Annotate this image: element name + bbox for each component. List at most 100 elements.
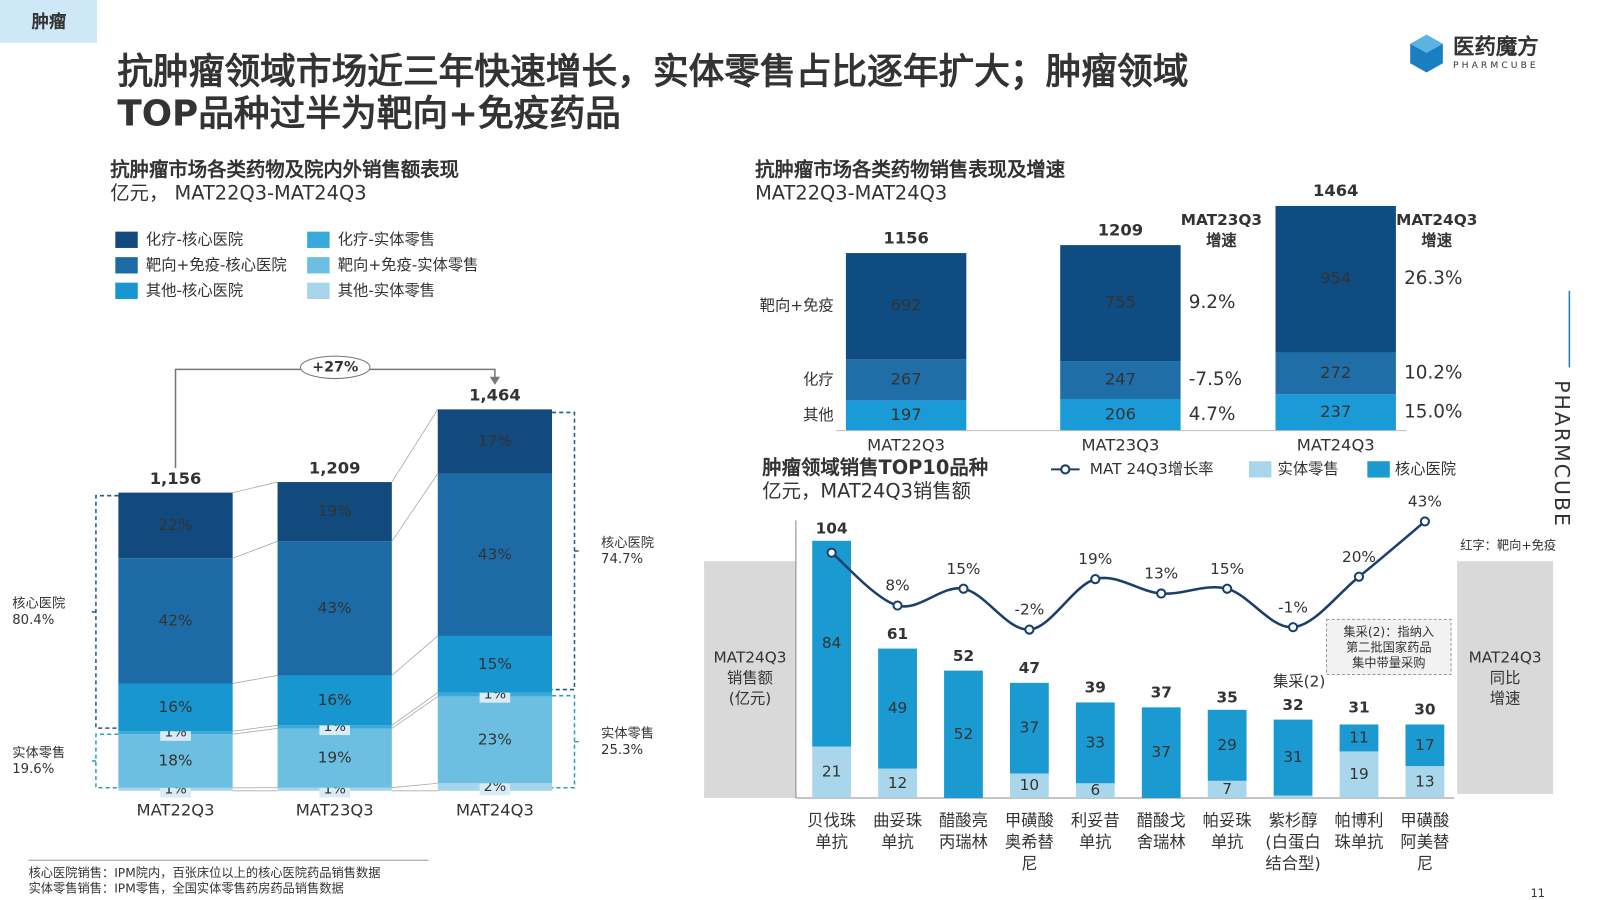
side-label: 同比 [1490, 669, 1521, 687]
series-label: 其他 [803, 406, 834, 424]
title-line: TOP品种过半为靶向+免疫药品 [117, 93, 621, 134]
segment-label: 18% [159, 751, 193, 769]
segment-label: 43% [478, 545, 512, 563]
x-tick-label: 单抗 [881, 832, 914, 851]
legend-label: 化疗-实体零售 [338, 230, 435, 248]
legend-swatch [1367, 461, 1390, 478]
segment-label: 12 [888, 774, 907, 792]
bar-segment [845, 253, 967, 360]
bar-segment [1405, 724, 1445, 767]
group-share: 80.4% [12, 613, 54, 628]
segment-label: 21 [822, 763, 841, 781]
x-tick-label: 甲磺酸 [1400, 811, 1449, 830]
note-line: 第二批国家药品 [1346, 639, 1432, 654]
legend-label: MAT 24Q3增长率 [1090, 460, 1214, 478]
growth-value: 4.7% [1189, 404, 1236, 425]
bar-segment [1010, 773, 1049, 798]
logo [1410, 34, 1443, 73]
segment-label: 31 [1283, 748, 1302, 766]
bar-segment [118, 734, 233, 788]
bar-segment [944, 670, 983, 798]
bar-segment [437, 696, 553, 784]
total-label: 61 [887, 625, 908, 643]
growth-point [1090, 574, 1101, 585]
chart-title: 抗肿瘤市场各类药物销售表现及增速 [755, 158, 1066, 181]
x-tick-label: 丙瑞林 [939, 832, 988, 851]
connector [232, 540, 278, 559]
total-label: 1464 [1313, 181, 1358, 200]
legend-swatch [1248, 461, 1272, 478]
legend-swatch [115, 282, 138, 299]
segment-label: 84 [822, 634, 841, 652]
x-tick-label: 奥希替 [1005, 832, 1054, 851]
x-tick-label: 结合型) [1265, 854, 1320, 873]
legend-label: 实体零售 [1278, 460, 1339, 478]
total-label: 37 [1151, 684, 1172, 702]
x-tick-label: 贝伐珠 [807, 811, 856, 830]
growth-label: 43% [1408, 493, 1442, 511]
legend-label: 化疗-核心医院 [146, 230, 243, 248]
segment-label: 692 [891, 296, 922, 315]
legend-swatch [307, 282, 330, 299]
segment-label: 206 [1105, 404, 1136, 423]
group-name: 实体零售 [601, 726, 654, 742]
segment-label: 33 [1086, 733, 1105, 751]
callout: 集采(2) [1273, 672, 1325, 690]
growth-point [892, 600, 903, 611]
growth-label: 15% [1210, 560, 1244, 578]
bar-segment [1273, 719, 1313, 796]
x-tick-label: 帕博利 [1335, 811, 1384, 830]
legend-swatch [115, 231, 138, 248]
growth-value: 26.3% [1404, 268, 1462, 289]
bar-segment [1075, 783, 1115, 798]
bracket [89, 733, 119, 789]
growth-point [1024, 624, 1035, 635]
connector [391, 409, 439, 483]
title-line: 抗肿瘤领域市场近三年快速增长，实体零售占比逐年扩大；肿瘤领域 [117, 51, 1188, 92]
series-label: 化疗 [803, 370, 834, 388]
bar-segment [1273, 795, 1313, 798]
segment-label: 43% [318, 599, 352, 617]
group-share: 25.3% [601, 743, 643, 758]
bar-segment [1010, 682, 1049, 774]
bar-segment [1075, 702, 1115, 784]
segment-label: 16% [159, 698, 193, 716]
legend-label: 其他-实体零售 [338, 281, 435, 299]
connector [391, 635, 439, 676]
tag: 肿瘤 [32, 11, 67, 32]
page-number: 11 [1531, 887, 1545, 900]
growth-label: 13% [1144, 565, 1178, 583]
brand-name: 医药魔方 [1453, 34, 1539, 60]
legend-label: 其他-核心医院 [146, 281, 243, 299]
total-label: 104 [816, 519, 848, 537]
x-tick-label: MAT24Q3 [456, 801, 534, 820]
connector [232, 481, 278, 494]
side-label: 增速 [1490, 689, 1521, 707]
footnote: 实体零售销售：IPM零售，全国实体零售药房药品销售数据 [29, 880, 344, 895]
bar-segment [277, 675, 392, 726]
connector [391, 692, 438, 726]
bar-segment [1060, 398, 1181, 431]
segment-label: 954 [1320, 269, 1351, 288]
x-tick-label: 单抗 [815, 832, 848, 851]
x-tick-label: 单抗 [1079, 832, 1112, 851]
bar-segment [812, 746, 852, 798]
total-label: 31 [1348, 698, 1369, 716]
segment-label: 237 [1320, 402, 1351, 421]
bar-segment [845, 400, 967, 431]
bar-segment [437, 635, 553, 693]
total-label: 30 [1414, 701, 1435, 719]
bar-segment [878, 768, 917, 798]
growth-point [1287, 622, 1299, 633]
x-tick-label: 紫杉醇 [1269, 811, 1318, 830]
legend-label: 靶向+免疫-实体零售 [338, 256, 479, 274]
growth-header: MAT24Q3 [1396, 211, 1477, 229]
x-tick-label: 尼 [1417, 854, 1433, 873]
segment-label: 6 [1090, 781, 1100, 799]
note-line: 集中带量采购 [1352, 655, 1425, 670]
bar-segment [1060, 361, 1181, 399]
growth-label: -1% [1278, 598, 1308, 616]
legend-label: 靶向+免疫-核心医院 [146, 256, 287, 274]
tag-box [0, 0, 97, 43]
